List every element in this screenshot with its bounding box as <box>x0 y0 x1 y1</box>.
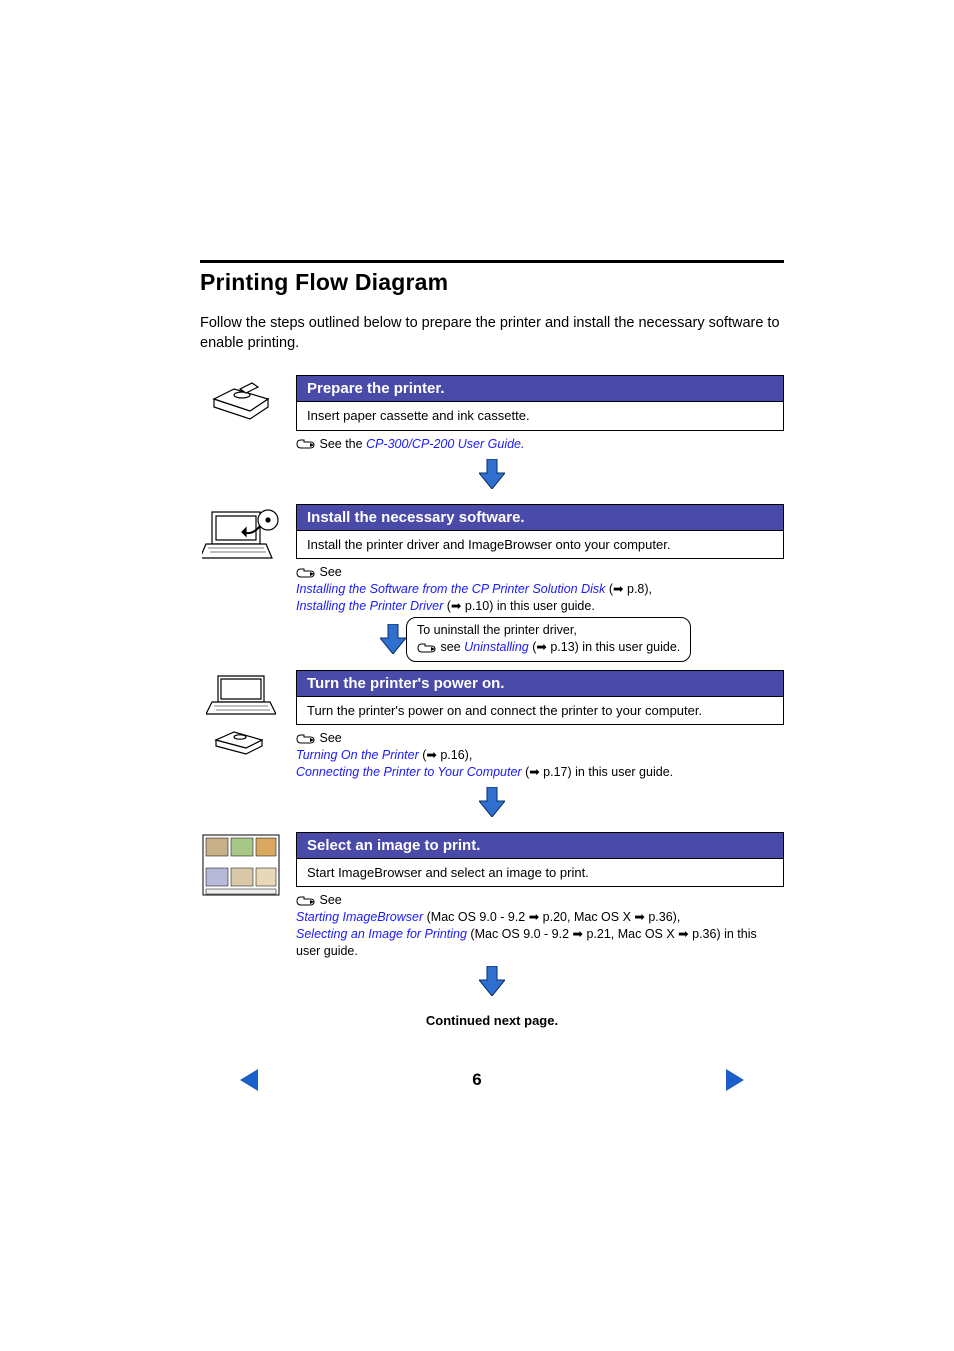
step-heading: Turn the printer's power on. <box>296 670 784 697</box>
nav-next-icon[interactable] <box>726 1069 744 1091</box>
intro-text: Follow the steps outlined below to prepa… <box>200 314 784 353</box>
flow-arrow <box>200 459 784 494</box>
page-number: 6 <box>472 1070 481 1090</box>
link-turning-on[interactable]: Turning On the Printer <box>296 748 419 762</box>
step-heading: Select an image to print. <box>296 832 784 859</box>
link-connecting[interactable]: Connecting the Printer to Your Computer <box>296 765 522 779</box>
hand-point-icon <box>296 733 316 745</box>
laptop-cd-icon <box>202 506 280 568</box>
nav-prev-icon[interactable] <box>240 1069 258 1091</box>
hand-point-icon <box>417 642 437 654</box>
link-user-guide[interactable]: CP-300/CP-200 User Guide. <box>366 437 524 451</box>
see-prefix: See <box>319 893 341 907</box>
step-heading: Install the necessary software. <box>296 504 784 531</box>
link-install-software[interactable]: Installing the Software from the CP Prin… <box>296 582 605 596</box>
callout-line1: To uninstall the printer driver, <box>417 622 680 640</box>
step-prepare: Prepare the printer. Insert paper casset… <box>200 375 784 452</box>
step-select-image: Select an image to print. Start ImageBro… <box>200 832 784 960</box>
see-reference: See Starting ImageBrowser (Mac OS 9.0 - … <box>296 892 784 960</box>
printer-small-icon <box>212 724 270 760</box>
step-body: Install the printer driver and ImageBrow… <box>296 531 784 560</box>
hand-point-icon <box>296 895 316 907</box>
step-body: Turn the printer's power on and connect … <box>296 697 784 726</box>
link-suffix: (➡ p.16), <box>419 748 473 762</box>
callout-prefix: see <box>440 640 464 654</box>
imagebrowser-thumbnail-icon <box>202 834 280 896</box>
link-suffix: (➡ p.8), <box>605 582 652 596</box>
step-heading: Prepare the printer. <box>296 375 784 402</box>
heading-rule <box>200 260 784 263</box>
flow-arrow <box>380 624 406 654</box>
link-suffix: (➡ p.17) in this user guide. <box>522 765 674 779</box>
see-prefix: See <box>319 565 341 579</box>
step-body: Start ImageBrowser and select an image t… <box>296 859 784 888</box>
flow-arrow <box>200 966 784 1001</box>
continued-text: Continued next page. <box>200 1013 784 1028</box>
link-selecting-image[interactable]: Selecting an Image for Printing <box>296 927 467 941</box>
see-prefix: See the <box>319 437 366 451</box>
printer-icon <box>206 377 276 425</box>
step-power-on: Turn the printer's power on. Turn the pr… <box>200 670 784 781</box>
link-suffix: (➡ p.10) in this user guide. <box>443 599 595 613</box>
link-starting-ib[interactable]: Starting ImageBrowser <box>296 910 423 924</box>
hand-point-icon <box>296 438 316 450</box>
uninstall-callout: To uninstall the printer driver, see Uni… <box>406 617 691 662</box>
hand-point-icon <box>296 567 316 579</box>
callout-suffix: (➡ p.13) in this user guide. <box>529 640 681 654</box>
see-prefix: See <box>319 731 341 745</box>
step-body: Insert paper cassette and ink cassette. <box>296 402 784 431</box>
link-install-driver[interactable]: Installing the Printer Driver <box>296 599 443 613</box>
link-suffix: (Mac OS 9.0 - 9.2 ➡ p.20, Mac OS X ➡ p.3… <box>423 910 680 924</box>
link-uninstalling[interactable]: Uninstalling <box>464 640 529 654</box>
step-install: Install the necessary software. Install … <box>200 504 784 615</box>
laptop-icon <box>206 672 276 718</box>
see-reference: See Turning On the Printer (➡ p.16), Con… <box>296 730 784 781</box>
flow-arrow <box>200 787 784 822</box>
see-reference: See Installing the Software from the CP … <box>296 564 784 615</box>
page-title: Printing Flow Diagram <box>200 269 784 296</box>
see-reference: See the CP-300/CP-200 User Guide. <box>296 436 784 453</box>
